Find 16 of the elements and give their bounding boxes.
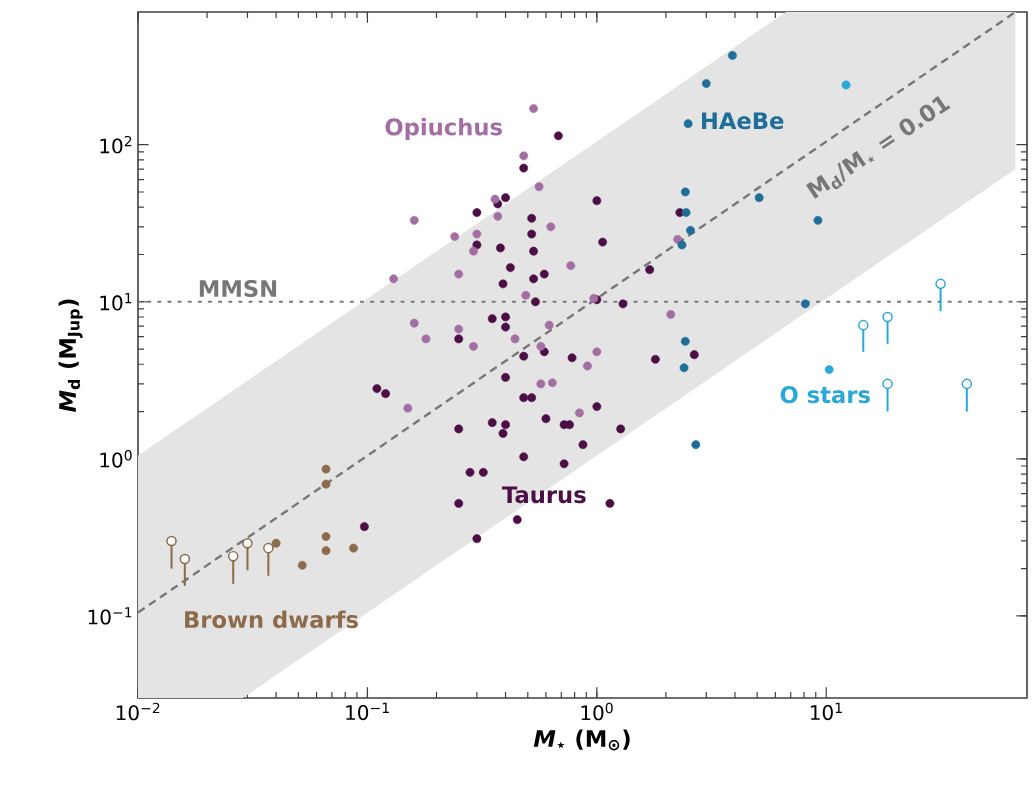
x-tick-label: 10$^{1}$	[810, 702, 842, 721]
x-tick-label: 10$^{−2}$	[116, 702, 160, 721]
x-tick-label: 10$^{−1}$	[346, 702, 389, 721]
x-axis-title: M$_{⋆}$ (M$_{⊙}$)	[533, 729, 630, 751]
y-tick-label: 10$^{1}$	[100, 293, 132, 311]
ref-line-label: MMSN	[199, 279, 277, 298]
y-axis-title: M$_{d}$ (M$_{Jup}$)	[58, 299, 83, 412]
y-tick-label: 10$^{2}$	[100, 135, 132, 154]
y-tick-label: 10$^{0}$	[100, 449, 132, 468]
text: Brown dwarfs	[185, 610, 358, 629]
x-tick-label: 10$^{0}$	[581, 702, 613, 721]
series-label: HAeBe	[701, 112, 784, 130]
series-label: Taurus	[501, 486, 586, 504]
y-tick-label: 10$^{−1}$	[88, 607, 132, 625]
series-label: Opiuchus	[385, 117, 502, 140]
series-label: O stars	[780, 386, 870, 404]
